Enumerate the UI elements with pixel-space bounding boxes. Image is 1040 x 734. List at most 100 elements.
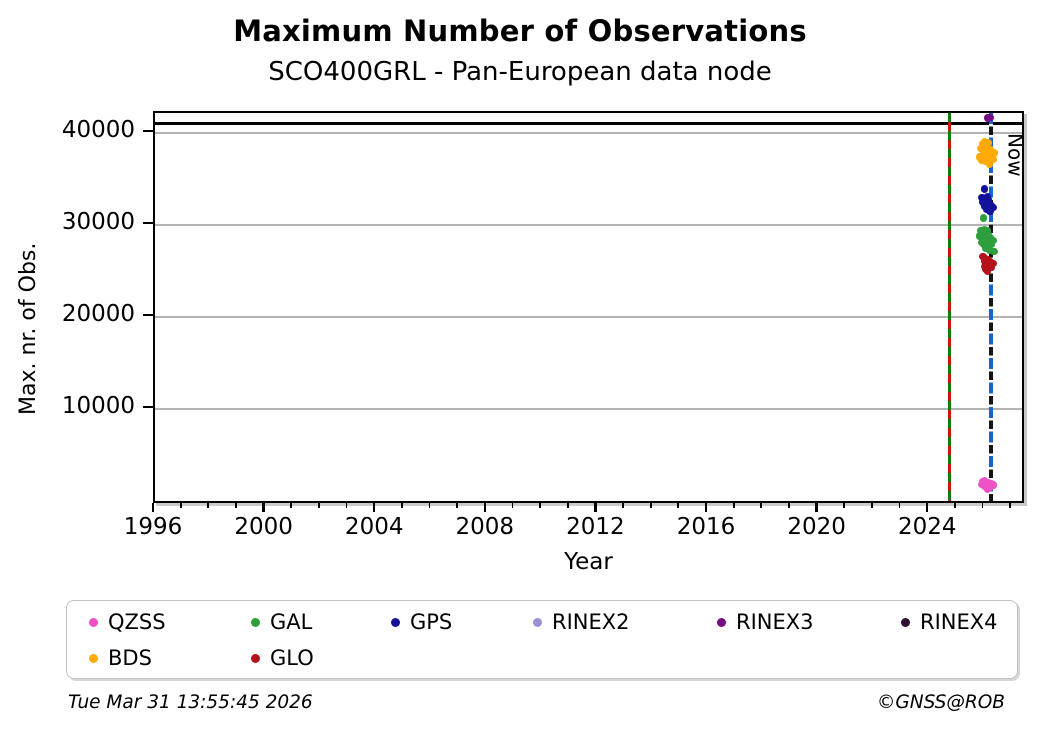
- x-axis-minor-tick: [1009, 503, 1012, 508]
- y-gridline: [155, 224, 1022, 226]
- legend-box: QZSS GAL GPS RINEX2 RINEX3 RINEX4 BDS GLO: [66, 600, 1018, 679]
- x-axis-minor-tick: [843, 503, 846, 508]
- x-axis-minor-tick: [953, 503, 956, 508]
- legend-marker-gps: [391, 617, 400, 627]
- x-axis-minor-tick: [981, 503, 984, 508]
- now-line: [989, 113, 994, 501]
- y-axis-tick: [143, 221, 153, 225]
- x-axis-minor-tick: [566, 503, 569, 508]
- x-axis-label: Year: [564, 549, 613, 575]
- data-point-rinex3: [986, 113, 994, 122]
- data-point-gal: [989, 236, 997, 245]
- legend-label: RINEX4: [920, 610, 998, 634]
- data-point-gal: [987, 240, 996, 249]
- y-axis-label: Max. nr. of Obs.: [16, 242, 41, 415]
- legend-marker-rinex4: [901, 617, 910, 627]
- legend-item-rinex3: RINEX3: [717, 610, 814, 634]
- data-point-gal: [983, 227, 992, 235]
- x-axis-tick: [594, 503, 597, 512]
- y-tick-label: 30000: [61, 209, 135, 235]
- event-line-green-red: [947, 113, 952, 501]
- x-axis-tick: [704, 503, 708, 512]
- x-axis-tick: [372, 503, 376, 512]
- x-tick-label: 2016: [676, 514, 736, 540]
- y-gridline: [155, 316, 1022, 318]
- data-point-bds: [990, 149, 998, 157]
- legend-item-gal: GAL: [251, 610, 312, 634]
- x-axis-tick: [151, 503, 155, 512]
- x-axis-tick: [483, 503, 487, 512]
- data-point-bds: [989, 155, 997, 164]
- y-axis-tick: [143, 313, 153, 317]
- now-line-label: Now: [1003, 132, 1028, 177]
- data-point-bds: [984, 139, 992, 147]
- x-tick-label: 2024: [897, 514, 957, 540]
- x-axis-minor-tick: [290, 503, 293, 508]
- chart-title: Maximum Number of Observations: [233, 14, 807, 48]
- legend-label: GAL: [270, 610, 313, 634]
- legend-item-rinex4: RINEX4: [901, 610, 998, 634]
- legend-item-bds: BDS: [89, 646, 152, 670]
- data-point-gal: [975, 232, 984, 240]
- x-axis-minor-tick: [732, 503, 735, 508]
- legend-label: BDS: [108, 646, 152, 670]
- data-point-gal: [985, 246, 994, 254]
- data-point-bds: [986, 145, 994, 154]
- plot-area: Now: [153, 111, 1028, 503]
- x-axis-minor-tick: [760, 503, 763, 508]
- y-axis-tick: [143, 129, 153, 133]
- legend-marker-glo: [251, 653, 260, 663]
- x-axis-minor-tick: [318, 503, 320, 508]
- legend-label: GPS: [410, 610, 453, 634]
- chart-subtitle: SCO400GRL - Pan-European data node: [268, 57, 772, 87]
- x-tick-label: 1996: [123, 514, 183, 540]
- x-axis-minor-tick: [788, 503, 790, 508]
- data-point-bds: [985, 160, 994, 169]
- legend-item-gps: GPS: [391, 610, 452, 634]
- x-axis-minor-tick: [235, 503, 237, 508]
- data-point-gal: [990, 247, 998, 256]
- legend-item-glo: GLO: [251, 646, 314, 670]
- y-gridline: [155, 132, 1022, 134]
- x-axis-minor-tick: [649, 503, 652, 508]
- x-tick-label: 2008: [455, 514, 515, 540]
- copyright-text: ©GNSS@ROB: [876, 692, 1005, 713]
- y-axis-tick: [143, 405, 153, 409]
- data-point-glo: [989, 259, 997, 268]
- data-point-gps: [986, 207, 994, 215]
- timestamp-text: Tue Mar 31 13:55:45 2026: [68, 692, 313, 713]
- y-gridline: [155, 408, 1022, 410]
- x-axis-minor-tick: [428, 503, 431, 508]
- x-tick-label: 2012: [566, 514, 625, 540]
- x-axis-minor-tick: [871, 503, 873, 508]
- legend-marker-rinex3: [717, 617, 726, 627]
- data-point-bds: [978, 156, 986, 165]
- data-point-gps: [984, 196, 993, 204]
- data-point-glo: [987, 263, 996, 272]
- x-axis-tick: [262, 503, 265, 512]
- data-point-bds: [983, 153, 992, 161]
- x-tick-label: 2000: [234, 514, 293, 540]
- legend-label: QZSS: [108, 610, 166, 634]
- x-axis-minor-tick: [207, 503, 210, 508]
- x-axis-minor-tick: [345, 503, 348, 508]
- data-point-glo: [983, 267, 992, 275]
- x-tick-label: 2004: [344, 514, 404, 540]
- x-axis-tick: [925, 503, 929, 512]
- data-point-gps: [989, 203, 997, 212]
- legend-label: RINEX2: [552, 610, 630, 634]
- legend-label: RINEX3: [736, 610, 814, 634]
- x-axis-minor-tick: [511, 503, 514, 508]
- data-point-gal: [979, 214, 988, 222]
- data-point-gps: [980, 185, 989, 193]
- x-axis-minor-tick: [400, 503, 403, 508]
- data-point-bds: [977, 144, 985, 153]
- x-axis-minor-tick: [179, 503, 182, 508]
- y-tick-label: 40000: [61, 117, 135, 143]
- x-axis-minor-tick: [898, 503, 901, 508]
- x-axis-minor-tick: [677, 503, 680, 508]
- data-point-qzss: [989, 481, 998, 489]
- legend-marker-qzss: [89, 617, 98, 627]
- y-tick-label: 20000: [61, 301, 135, 327]
- x-axis-minor-tick: [456, 503, 459, 508]
